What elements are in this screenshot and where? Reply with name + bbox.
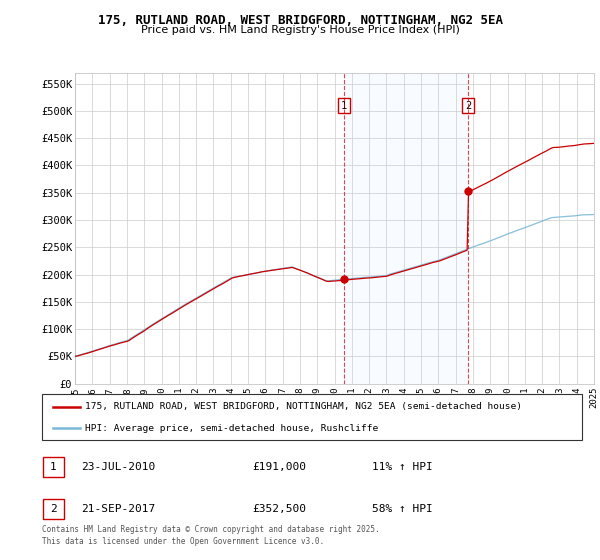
Bar: [344, 73, 468, 384]
FancyBboxPatch shape: [43, 500, 64, 519]
Text: 1: 1: [341, 100, 347, 110]
Text: 2: 2: [465, 100, 471, 110]
Text: 1: 1: [50, 462, 57, 472]
Text: Price paid vs. HM Land Registry's House Price Index (HPI): Price paid vs. HM Land Registry's House …: [140, 25, 460, 35]
FancyBboxPatch shape: [42, 394, 582, 440]
Text: 175, RUTLAND ROAD, WEST BRIDGFORD, NOTTINGHAM, NG2 5EA (semi-detached house): 175, RUTLAND ROAD, WEST BRIDGFORD, NOTTI…: [85, 402, 522, 411]
Text: 175, RUTLAND ROAD, WEST BRIDGFORD, NOTTINGHAM, NG2 5EA: 175, RUTLAND ROAD, WEST BRIDGFORD, NOTTI…: [97, 14, 503, 27]
FancyBboxPatch shape: [43, 458, 64, 477]
Text: £191,000: £191,000: [252, 462, 306, 472]
Text: 58% ↑ HPI: 58% ↑ HPI: [372, 504, 433, 514]
Text: 21-SEP-2017: 21-SEP-2017: [81, 504, 155, 514]
Text: HPI: Average price, semi-detached house, Rushcliffe: HPI: Average price, semi-detached house,…: [85, 423, 379, 433]
Text: 23-JUL-2010: 23-JUL-2010: [81, 462, 155, 472]
Text: 2: 2: [50, 504, 57, 514]
Text: Contains HM Land Registry data © Crown copyright and database right 2025.
This d: Contains HM Land Registry data © Crown c…: [42, 525, 380, 546]
Text: £352,500: £352,500: [252, 504, 306, 514]
Text: 11% ↑ HPI: 11% ↑ HPI: [372, 462, 433, 472]
